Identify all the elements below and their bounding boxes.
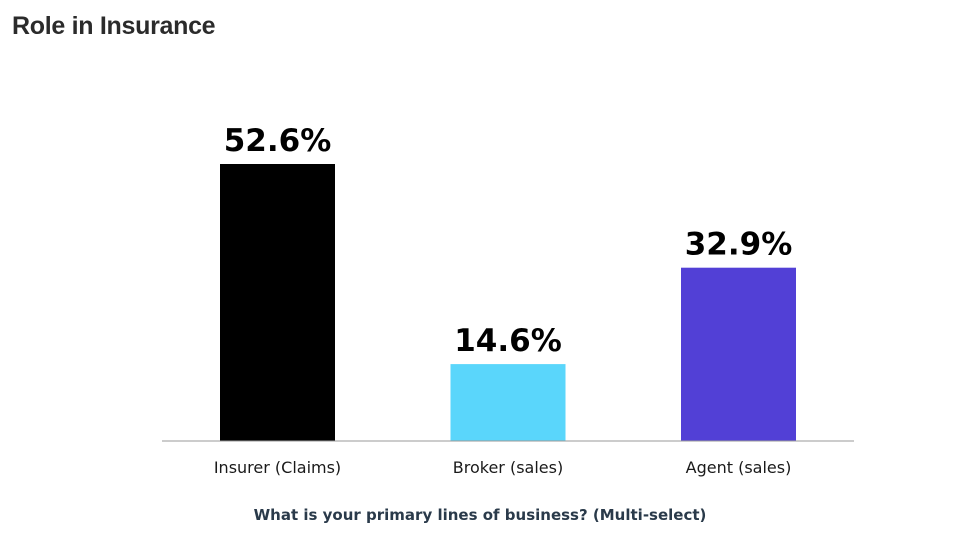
bars-layer [220, 164, 796, 441]
data-label-2: 32.9% [685, 227, 793, 263]
category-label-0: Insurer (Claims) [214, 458, 341, 477]
bar-0 [220, 164, 335, 441]
bar-2 [681, 267, 796, 441]
bar-1 [450, 364, 566, 441]
x-axis-title: What is your primary lines of business? … [253, 506, 707, 524]
category-label-1: Broker (sales) [453, 458, 563, 477]
data-label-0: 52.6% [224, 123, 332, 159]
chart-title: Role in Insurance [12, 12, 216, 40]
labels-layer: 52.6% Insurer (Claims) 14.6% Broker (sales)… [214, 123, 792, 477]
category-label-2: Agent (sales) [686, 458, 792, 477]
data-label-1: 14.6% [454, 323, 562, 359]
